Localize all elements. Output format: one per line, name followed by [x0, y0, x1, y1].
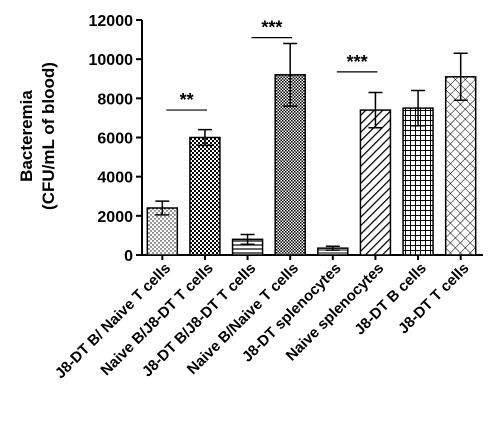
error-bar	[155, 200, 170, 216]
error-bar	[453, 52, 468, 102]
y-tick-label: 12000	[89, 13, 134, 30]
error-bar	[197, 128, 212, 147]
y-tick-label: 6000	[97, 131, 133, 148]
y-axis-label: (CFU/mL of blood)	[39, 62, 58, 210]
y-tick-label: 8000	[97, 91, 133, 108]
significance-label: **	[180, 90, 194, 110]
y-tick-label: 2000	[97, 209, 133, 226]
error-bar	[283, 42, 298, 107]
bar	[274, 74, 306, 256]
error-bar	[240, 233, 255, 245]
bar	[444, 76, 477, 256]
bar	[359, 109, 392, 256]
bar	[189, 136, 221, 256]
bar	[402, 107, 434, 256]
significance-label: ***	[261, 18, 282, 38]
error-bar	[411, 89, 426, 127]
y-tick-label: 4000	[97, 170, 133, 187]
error-bar	[368, 91, 383, 129]
error-bar	[325, 245, 340, 251]
y-tick-label: 0	[124, 248, 133, 265]
y-tick-label: 10000	[89, 52, 134, 69]
y-axis-label: Bacteremia	[17, 90, 36, 182]
significance-label: ***	[347, 52, 368, 72]
